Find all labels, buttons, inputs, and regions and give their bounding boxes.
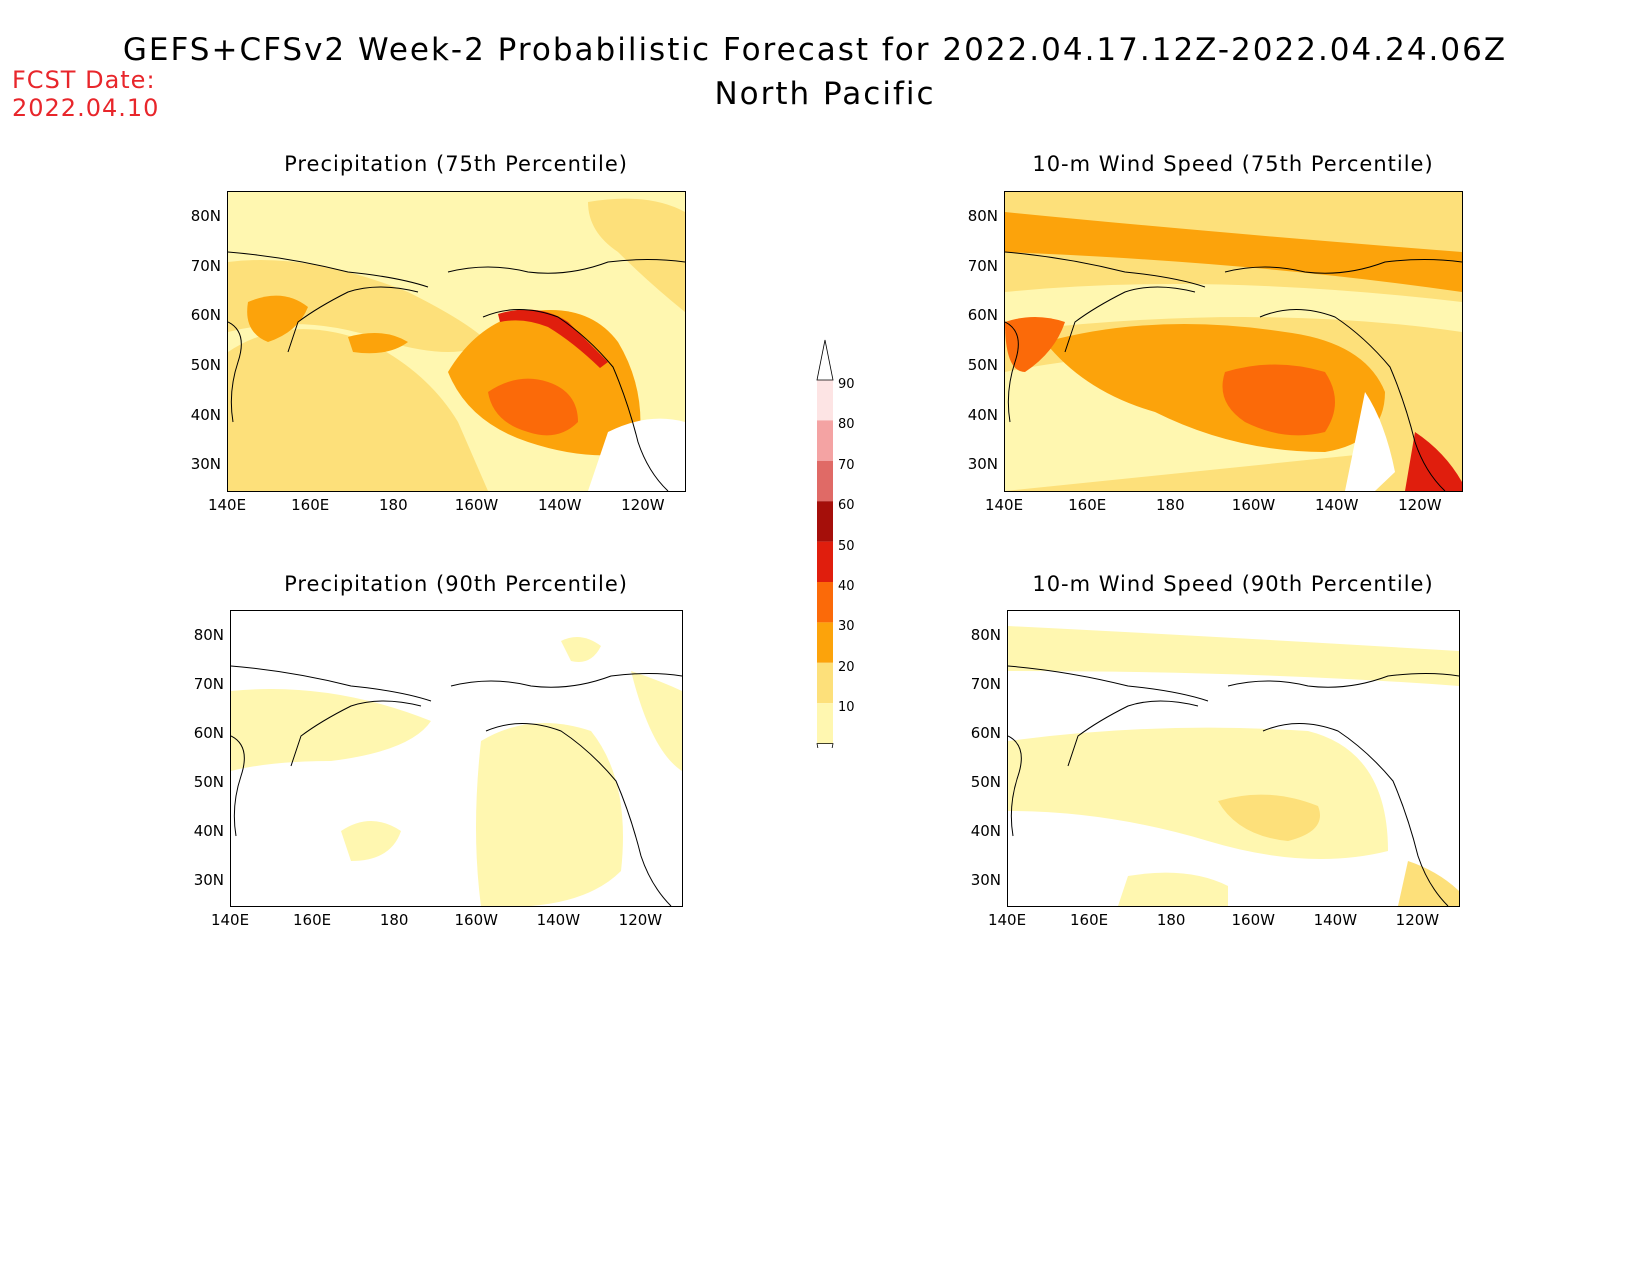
lat-tick-precip-90-1: 70N xyxy=(193,674,224,693)
lon-tick-precip-75-5: 120W xyxy=(621,496,665,514)
panel-title-precip-75: Precipitation (75th Percentile) xyxy=(284,152,628,176)
lon-tick-wind-90-0: 140E xyxy=(987,911,1027,929)
lon-tick-precip-75-0: 140E xyxy=(207,496,247,514)
lon-tick-wind-90-1: 160E xyxy=(1070,911,1109,929)
map-wind-75 xyxy=(1004,191,1463,492)
colorbar-label-1: 80 xyxy=(838,417,855,433)
lat-tick-wind-90-3: 50N xyxy=(970,772,1001,791)
lon-tick-precip-75-2: 180 xyxy=(379,496,408,514)
map-precip-90 xyxy=(230,610,683,907)
colorbar-swatch-8 xyxy=(817,703,833,744)
lon-tick-precip-75-3: 160W xyxy=(454,496,499,514)
colorbar-swatch-3 xyxy=(817,501,833,542)
lon-tick-precip-75-4: 140W xyxy=(537,496,582,514)
lat-tick-precip-90-3: 50N xyxy=(193,772,224,791)
colorbar-swatch-1 xyxy=(817,420,833,461)
lon-tick-precip-90-4: 140W xyxy=(536,911,581,929)
colorbar xyxy=(812,338,838,784)
lon-tick-wind-75-3: 160W xyxy=(1231,496,1276,514)
forecast-date-value: 2022.04.10 xyxy=(12,94,160,122)
lon-tick-wind-75-4: 140W xyxy=(1314,496,1359,514)
lon-tick-wind-90-5: 120W xyxy=(1395,911,1440,929)
lat-tick-precip-75-1: 70N xyxy=(190,256,221,275)
lat-tick-wind-75-0: 80N xyxy=(967,207,998,225)
panel-title-wind-90: 10-m Wind Speed (90th Percentile) xyxy=(1032,572,1434,596)
lat-tick-precip-75-5: 30N xyxy=(190,455,221,474)
lat-tick-precip-90-5: 30N xyxy=(193,870,224,889)
colorbar-label-4: 50 xyxy=(838,538,855,554)
colorbar-label-5: 40 xyxy=(838,579,855,594)
lat-tick-precip-90-4: 40N xyxy=(193,821,224,840)
lat-tick-wind-75-5: 30N xyxy=(967,455,998,474)
lon-tick-precip-90-0: 140E xyxy=(210,911,250,929)
lon-tick-wind-90-4: 140W xyxy=(1313,911,1358,929)
colorbar-bottom-arrow xyxy=(816,743,834,784)
lat-tick-wind-90-2: 60N xyxy=(970,723,1001,742)
page-title: GEFS+CFSv2 Week-2 Probabilistic Forecast… xyxy=(122,32,1508,68)
page-subtitle: North Pacific xyxy=(714,76,936,112)
forecast-date-caption: FCST Date: xyxy=(12,66,156,94)
colorbar-swatch-7 xyxy=(817,662,833,704)
lon-tick-precip-90-5: 120W xyxy=(618,911,663,929)
colorbar-label-8: 10 xyxy=(838,700,855,716)
colorbar-swatches xyxy=(816,339,834,784)
lon-tick-wind-90-2: 180 xyxy=(1156,911,1186,929)
lon-tick-wind-75-2: 180 xyxy=(1156,496,1185,514)
lat-tick-precip-75-0: 80N xyxy=(190,207,221,225)
colorbar-label-2: 70 xyxy=(838,457,855,473)
map-precip-75 xyxy=(227,191,686,492)
panel-title-wind-75: 10-m Wind Speed (75th Percentile) xyxy=(1032,152,1434,176)
lon-tick-wind-75-0: 140E xyxy=(984,496,1024,514)
colorbar-swatch-0 xyxy=(817,380,833,421)
colorbar-top-arrow xyxy=(816,339,834,381)
lat-tick-precip-90-2: 60N xyxy=(193,723,224,742)
lat-tick-wind-90-0: 80N xyxy=(970,626,1001,644)
lat-tick-wind-90-4: 40N xyxy=(970,821,1001,840)
colorbar-swatch-4 xyxy=(817,541,833,582)
lat-tick-precip-75-4: 40N xyxy=(190,405,221,424)
lon-tick-wind-75-5: 120W xyxy=(1398,496,1442,514)
colorbar-label-0: 90 xyxy=(838,377,855,392)
lat-tick-wind-75-3: 50N xyxy=(967,355,998,374)
colorbar-label-6: 30 xyxy=(838,619,855,635)
lon-tick-wind-90-3: 160W xyxy=(1231,911,1275,929)
lon-tick-wind-75-1: 160E xyxy=(1068,496,1107,514)
colorbar-label-7: 20 xyxy=(838,659,855,675)
lat-tick-wind-90-1: 70N xyxy=(970,674,1001,693)
lon-tick-precip-90-1: 160E xyxy=(293,911,332,929)
lat-tick-wind-75-2: 60N xyxy=(967,306,998,325)
colorbar-swatch-5 xyxy=(817,582,833,623)
panel-title-precip-90: Precipitation (90th Percentile) xyxy=(284,572,628,596)
lat-tick-precip-75-2: 60N xyxy=(190,306,221,325)
colorbar-swatch-6 xyxy=(817,622,833,663)
map-wind-90 xyxy=(1007,610,1460,907)
lon-tick-precip-75-1: 160E xyxy=(291,496,330,514)
colorbar-label-3: 60 xyxy=(838,498,855,514)
forecast-date-label: FCST Date: 2022.04.10 xyxy=(12,66,159,122)
lon-tick-precip-90-3: 160W xyxy=(454,911,498,929)
lat-tick-precip-75-3: 50N xyxy=(190,355,221,374)
lat-tick-wind-75-1: 70N xyxy=(967,256,998,275)
lat-tick-wind-90-5: 30N xyxy=(970,870,1001,889)
lon-tick-precip-90-2: 180 xyxy=(379,911,409,929)
colorbar-swatch-2 xyxy=(817,460,833,502)
lat-tick-wind-75-4: 40N xyxy=(967,405,998,424)
lat-tick-precip-90-0: 80N xyxy=(193,626,224,644)
